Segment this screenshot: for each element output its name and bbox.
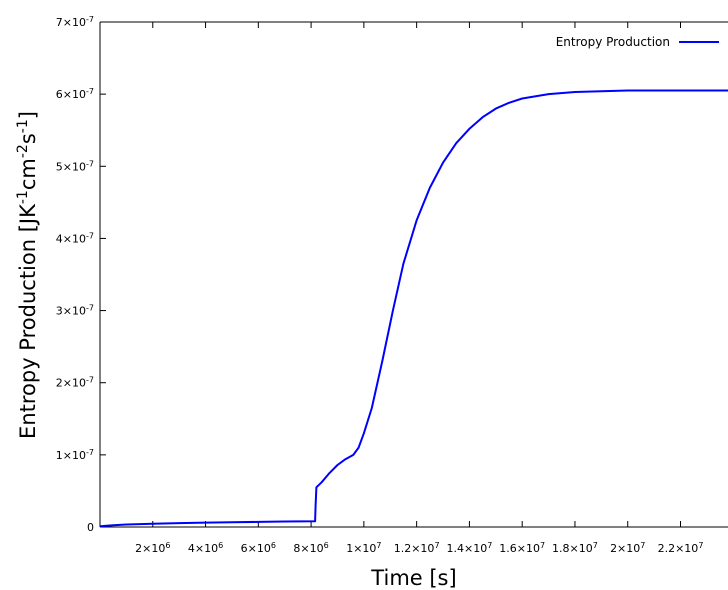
y-ticks: 0 1×10-7 2×10-7 3×10-7 4×10-7 5×10-7 6×10-7 7×1… <box>56 15 106 534</box>
legend: Entropy Production <box>556 35 719 49</box>
series <box>99 89 728 528</box>
legend-label: Entropy Production <box>556 35 670 49</box>
y-tick-label: 2×10-7 <box>56 375 94 390</box>
x-tick-label: 1.2×107 <box>394 541 440 556</box>
y-tick-label: 4×10-7 <box>56 231 94 246</box>
y-tick-label: 5×10-7 <box>56 159 94 174</box>
y-axis-title: Entropy Production [JK-1cm-2s-1] <box>15 111 40 439</box>
x-tick-label: 1.4×107 <box>447 541 493 556</box>
x-tick-label: 1×107 <box>346 541 381 556</box>
x-tick-label: 8×106 <box>293 541 328 556</box>
y-tick-label: 0 <box>87 521 94 534</box>
y-tick-label: 7×10-7 <box>56 15 94 30</box>
y-tick-label: 3×10-7 <box>56 303 94 318</box>
x-axis-title: Time [s] <box>370 566 456 590</box>
x-tick-label: 6×106 <box>241 541 276 556</box>
y-tick-label: 6×10-7 <box>56 87 94 102</box>
x-tick-label: 1.8×107 <box>552 541 598 556</box>
x-ticks: 2×106 4×106 6×106 8×106 1×107 1.2×107 1.4×107 1… <box>135 22 703 555</box>
series-line-entropy-production <box>99 89 728 528</box>
x-tick-label: 2×107 <box>610 541 645 556</box>
x-tick-label: 2.2×107 <box>658 541 704 556</box>
x-tick-label: 1.6×107 <box>499 541 545 556</box>
x-tick-label: 4×106 <box>188 541 223 556</box>
axes <box>99 21 728 528</box>
x-tick-label: 2×106 <box>135 541 170 556</box>
y-tick-label: 1×10-7 <box>56 447 94 462</box>
